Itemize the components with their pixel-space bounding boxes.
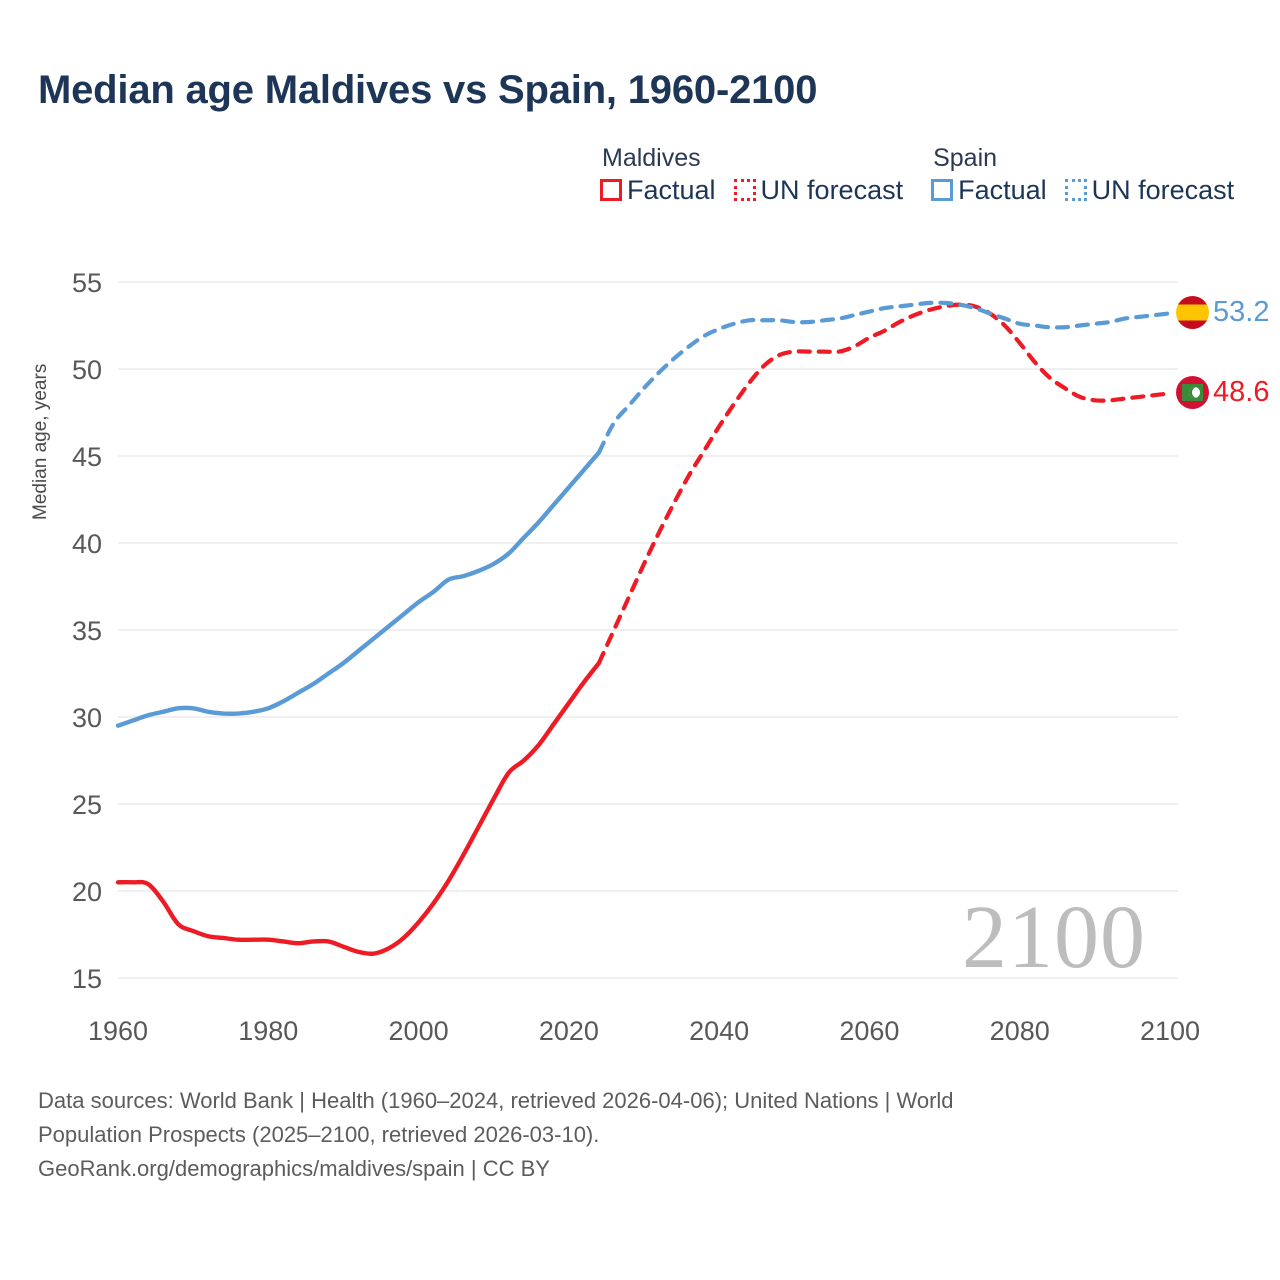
year-watermark: 2100 — [962, 888, 1146, 987]
chart-svg: 15 20 25 30 35 40 45 50 55 1960 1980 2000 2020 2040 2… — [72, 268, 1200, 1046]
legend-group-spain: Spain Factual UN forecast — [931, 143, 1234, 205]
line-spain-forecast — [596, 300, 1173, 455]
legend-item-spain-forecast[interactable]: UN forecast — [1064, 175, 1235, 205]
y-tick-labels: 15 20 25 30 35 40 45 50 55 — [72, 268, 102, 994]
x-tick-labels: 1960 1980 2000 2020 2040 2060 2080 2100 — [88, 1016, 1200, 1046]
legend-item-maldives-forecast[interactable]: UN forecast — [733, 175, 904, 205]
y-tick-label: 50 — [72, 355, 102, 385]
legend-label-maldives-factual: Factual — [627, 175, 716, 205]
y-tick-label: 20 — [72, 877, 102, 907]
legend-label-maldives-forecast: UN forecast — [760, 175, 904, 205]
legend-group-maldives: Maldives Factual UN forecast — [600, 143, 903, 205]
y-tick-label: 35 — [72, 616, 102, 646]
legend-label-spain-forecast: UN forecast — [1091, 175, 1235, 205]
page-title: Median age Maldives vs Spain, 1960-2100 — [38, 68, 818, 112]
y-tick-label: 25 — [72, 790, 102, 820]
legend-group-title-maldives: Maldives — [602, 144, 701, 172]
x-tick-label: 2020 — [539, 1016, 599, 1046]
gridlines — [118, 281, 1178, 979]
legend-swatch-solid-icon — [600, 179, 622, 201]
plot-area: Median age, years 15 20 25 30 35 40 45 50 55 196… — [30, 268, 1270, 1046]
y-tick-label: 55 — [72, 268, 102, 298]
end-label-maldives-value: 48.6 — [1213, 376, 1270, 409]
legend-swatch-solid-icon — [931, 179, 954, 201]
series-lines — [115, 300, 1173, 956]
end-label-maldives: 48.6 — [1176, 376, 1270, 410]
y-axis-title: Median age, years — [30, 363, 51, 520]
line-maldives-forecast — [596, 302, 1173, 666]
footer-sources: Data sources: World Bank | Health (1960–… — [38, 1084, 1188, 1186]
line-maldives-factual — [115, 660, 602, 956]
legend-swatch-dotted-icon — [1064, 179, 1087, 201]
end-label-spain-value: 53.2 — [1213, 296, 1270, 329]
y-tick-label: 40 — [72, 529, 102, 559]
line-spain-factual — [115, 450, 602, 728]
x-tick-label: 2040 — [689, 1016, 749, 1046]
footer-line-3: GeoRank.org/demographics/maldives/spain … — [38, 1156, 550, 1181]
x-tick-label: 1960 — [88, 1016, 148, 1046]
end-label-spain: 53.2 — [1176, 296, 1270, 330]
spain-flag-icon — [1176, 296, 1209, 330]
chart-legend: Maldives Factual UN forecast Spain Factu… — [600, 143, 1234, 205]
y-tick-label: 15 — [72, 964, 102, 994]
legend-item-maldives-factual[interactable]: Factual — [600, 175, 716, 205]
x-tick-label: 2100 — [1140, 1016, 1200, 1046]
legend-swatch-dotted-icon — [733, 179, 756, 201]
footer-line-1: Data sources: World Bank | Health (1960–… — [38, 1088, 954, 1113]
legend-group-title-spain: Spain — [933, 144, 998, 172]
maldives-flag-icon — [1176, 376, 1209, 410]
y-tick-label: 30 — [72, 703, 102, 733]
footer-line-2: Population Prospects (2025–2100, retriev… — [38, 1122, 600, 1147]
x-tick-label: 2080 — [990, 1016, 1050, 1046]
x-tick-label: 2060 — [839, 1016, 899, 1046]
legend-label-spain-factual: Factual — [958, 175, 1047, 205]
y-tick-label: 45 — [72, 442, 102, 472]
legend-item-spain-factual[interactable]: Factual — [931, 175, 1047, 205]
x-tick-label: 1980 — [238, 1016, 298, 1046]
x-tick-label: 2000 — [389, 1016, 449, 1046]
